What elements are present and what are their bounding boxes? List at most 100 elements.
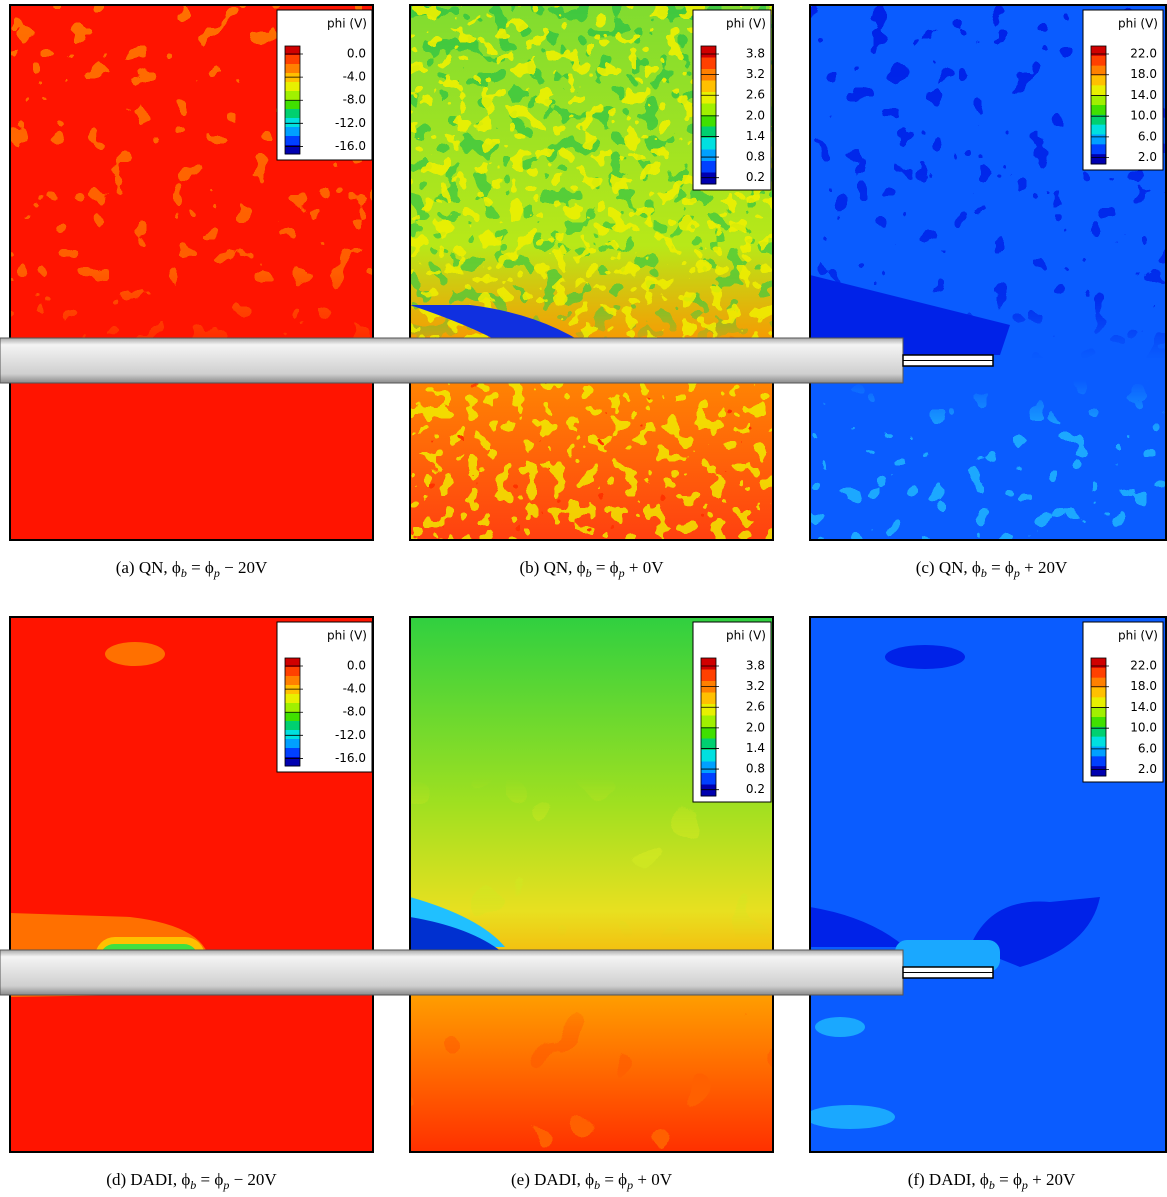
panel-border [409,4,774,541]
legend-label: -16.0 [335,139,366,153]
caption-part: − 20V [220,558,268,577]
colorbar-band [1091,756,1106,767]
colorbar-frame [1090,45,1107,165]
legend: phi (V) 22.0 18.0 14.0 10.0 6.0 2.0 [1082,621,1164,783]
legend-title: phi (V) [1118,17,1158,31]
colorbar-band [701,727,716,739]
colorbar-band [1091,75,1106,86]
caption-part: b [981,566,987,580]
colorbar-band [285,676,300,686]
caption-part: p [213,566,220,580]
caption-part: b [989,1178,995,1192]
legend-label: 3.2 [746,67,765,81]
colorbar-band [1091,717,1106,728]
colorbar-band [1091,124,1106,135]
colorbar-band [285,730,300,740]
colorbar-band [701,715,716,728]
legend-label: 2.0 [1138,762,1157,776]
caption-part: = ϕ [995,1170,1022,1189]
legend-label: 3.8 [746,47,765,61]
colorbar-band [1091,55,1106,67]
colorbar-frame [1090,657,1107,777]
caption: (e) DADI, ϕb = ϕp + 0V [511,1170,673,1192]
panel: phi (V) 22.0 18.0 14.0 10.0 6.0 2.0 [0,4,1167,541]
probe-body [0,337,904,384]
colorbar-band [285,748,300,758]
colorbar-band [285,100,300,110]
legend-label: 0.8 [746,762,765,776]
panel: phi (V) 0.0 -4.0 -8.0 -12.0 -16.0 [0,4,374,541]
caption-part: (d) DADI, ϕ [106,1170,190,1189]
legend-label: -16.0 [335,751,366,765]
legend-label: 2.0 [1138,150,1157,164]
colorbar-band [285,658,300,668]
colorbar-band [701,57,716,70]
colorbar-band [285,64,300,74]
caption-part: b [181,566,187,580]
caption-part: − 20V [229,1170,277,1189]
legend-label: 3.2 [746,679,765,693]
legend-label: -4.0 [343,682,366,696]
panel-border [9,4,374,541]
colorbar-band [285,55,300,65]
legend-label: -4.0 [343,70,366,84]
colorbar-band [285,73,300,83]
colorbar-band [1091,766,1106,777]
caption-part: (b) QN, ϕ [520,558,586,577]
legend-label: 10.0 [1130,721,1157,735]
legend-label: 2.0 [746,108,765,122]
colorbar-band [701,161,716,173]
caption-part: p [1021,1178,1028,1192]
legend-label: 0.2 [746,782,765,796]
legend: phi (V) 0.0 -4.0 -8.0 -12.0 -16.0 [276,9,373,161]
colorbar-band [701,103,716,116]
legend: phi (V) 3.8 3.2 2.6 2.0 1.4 0.8 0.2 [692,621,772,803]
colorbar-band [701,46,716,58]
potential-field [410,5,773,540]
colorbar-band [1091,85,1106,96]
legend-label: 22.0 [1130,659,1157,673]
colorbar-band [285,685,300,695]
colorbar-band [285,136,300,146]
colorbar-band [1091,746,1106,757]
colorbar-band [701,692,716,705]
caption: (f) DADI, ϕb = ϕp + 20V [908,1170,1076,1192]
colorbar-band [285,145,300,155]
colorbar-band [701,704,716,716]
colorbar-band [285,739,300,749]
caption: (a) QN, ϕb = ϕp − 20V [116,558,268,580]
probe-body [0,949,904,996]
colorbar-band [1091,677,1106,688]
potential-field [410,617,773,1152]
colorbar-band [701,138,716,150]
legend: phi (V) 0.0 -4.0 -8.0 -12.0 -16.0 [276,621,373,773]
legend-label: 14.0 [1130,700,1157,714]
colorbar-band [285,712,300,722]
caption-part: (a) QN, ϕ [116,558,181,577]
legend-label: 14.0 [1130,88,1157,102]
colorbar-band [701,784,716,797]
legend-label: 0.2 [746,170,765,184]
colorbar-band [701,738,716,751]
panel-border [9,616,374,1153]
colorbar-band [701,80,716,93]
colorbar-band [701,773,716,785]
colorbar-band [1091,687,1106,698]
legend-label: -12.0 [335,728,366,742]
colorbar-band [285,667,300,677]
caption-part: + 0V [633,1170,673,1189]
caption-part: b [190,1178,196,1192]
legend-title: phi (V) [1118,629,1158,643]
colorbar-band [1091,65,1106,76]
colorbar-band [1091,144,1106,155]
legend-label: 10.0 [1130,109,1157,123]
legend-title: phi (V) [726,17,766,31]
panel-border [809,4,1167,541]
legend-label: 6.0 [1138,741,1157,755]
colorbar-band [701,669,716,682]
panel: phi (V) 22.0 18.0 14.0 10.0 6.0 2.0 [0,616,1167,1153]
colorbar-frame [700,657,717,797]
colorbar-band [701,149,716,162]
colorbar-band [701,761,716,774]
legend-label: 0.0 [347,659,366,673]
